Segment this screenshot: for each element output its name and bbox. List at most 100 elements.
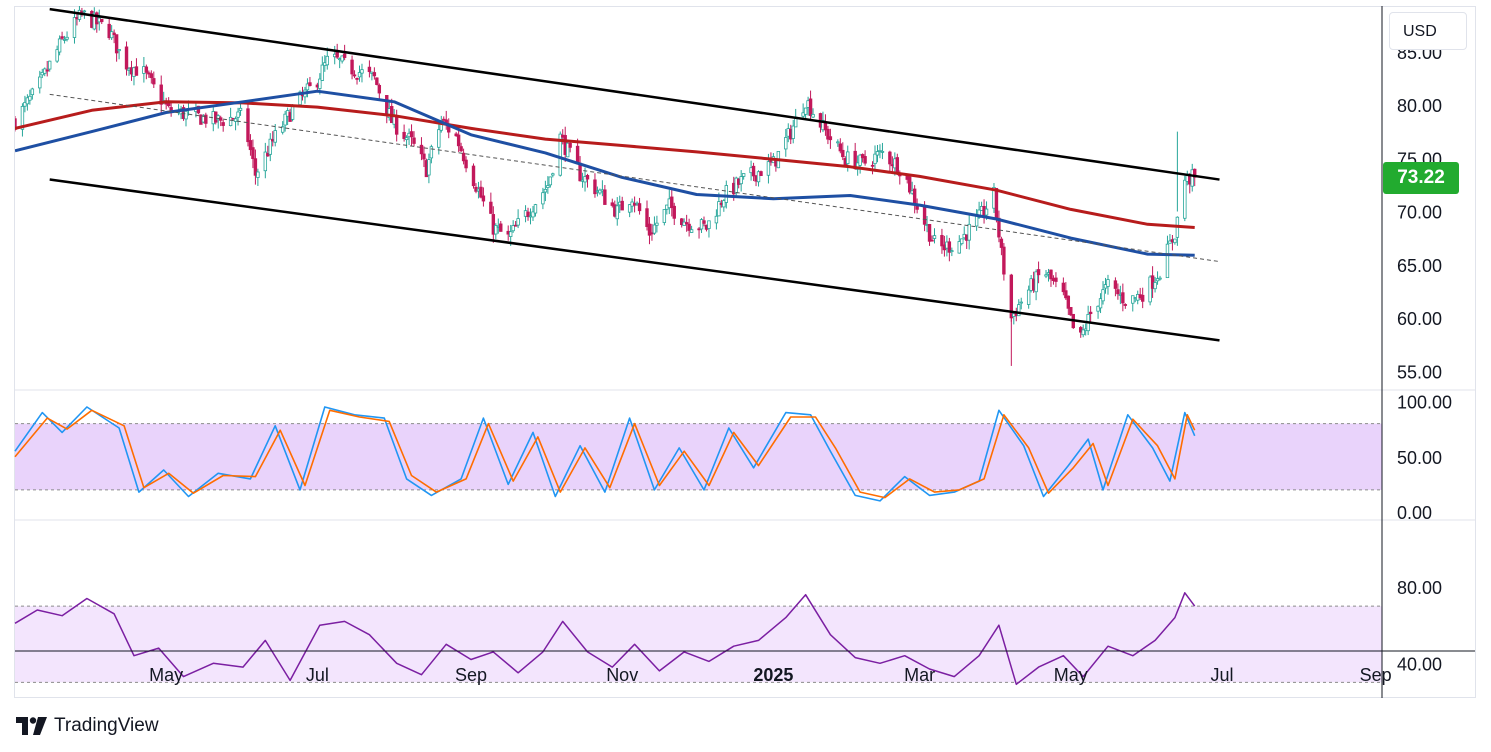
currency-button[interactable]: USD xyxy=(1389,12,1467,50)
candle xyxy=(246,104,250,147)
candle-body xyxy=(273,130,277,143)
candle xyxy=(419,137,424,161)
rsi-tick-label: 80.00 xyxy=(1397,578,1442,598)
candle-body xyxy=(533,204,538,214)
candle xyxy=(841,142,845,161)
candle xyxy=(55,45,59,63)
candle xyxy=(60,31,64,40)
candle xyxy=(23,95,27,113)
candle-body xyxy=(305,83,310,91)
candle-body xyxy=(647,223,652,236)
candle xyxy=(940,228,944,254)
candle-body xyxy=(531,211,535,218)
candle-body xyxy=(280,126,285,133)
candle xyxy=(724,180,729,209)
candle xyxy=(491,206,496,243)
candle xyxy=(620,196,624,211)
candle xyxy=(1081,324,1085,338)
candle-body xyxy=(751,165,756,177)
candle-body xyxy=(1034,271,1038,293)
candle-body xyxy=(1131,295,1135,304)
candle-body xyxy=(419,144,424,155)
candle xyxy=(1190,163,1194,192)
candle-body xyxy=(863,156,867,164)
candle-body xyxy=(325,55,329,66)
candle-body xyxy=(741,173,746,177)
price-tick-label: 70.00 xyxy=(1397,203,1442,223)
time-tick-label: Sep xyxy=(455,665,487,685)
candle-body xyxy=(134,66,139,76)
candle xyxy=(184,110,188,127)
candle xyxy=(251,139,255,169)
candle-body xyxy=(236,111,240,118)
candle-body xyxy=(1121,292,1125,304)
candle-body xyxy=(940,235,944,247)
candle xyxy=(603,185,607,205)
candle xyxy=(409,124,414,147)
candle xyxy=(20,103,25,137)
candle xyxy=(268,133,272,162)
candle-body xyxy=(246,108,250,143)
candle xyxy=(1086,305,1090,336)
candle xyxy=(221,119,225,132)
candle xyxy=(228,107,233,127)
candle xyxy=(684,214,689,232)
candle xyxy=(340,55,344,64)
price-tick-label: 60.00 xyxy=(1397,309,1442,329)
candle-body xyxy=(615,205,619,220)
candle xyxy=(15,115,17,132)
candle-body xyxy=(627,204,632,213)
candle xyxy=(248,134,253,156)
candle xyxy=(489,192,493,214)
candle-body xyxy=(149,73,154,79)
candle xyxy=(402,124,406,142)
candle-body xyxy=(499,223,503,232)
candle-body xyxy=(702,220,706,224)
candle-body xyxy=(548,176,553,186)
candle xyxy=(670,188,674,217)
candle xyxy=(932,228,937,244)
candle-body xyxy=(1002,246,1006,275)
candle xyxy=(1148,275,1152,306)
brand-name: TradingView xyxy=(54,715,159,736)
candle xyxy=(652,216,657,235)
tradingview-logo-icon xyxy=(16,717,47,735)
candle xyxy=(1158,275,1162,281)
candle xyxy=(375,77,379,86)
candle xyxy=(1121,283,1125,312)
candle-body xyxy=(355,77,359,80)
candle-body xyxy=(687,223,691,231)
candle-body xyxy=(784,137,788,150)
candle-body xyxy=(459,146,463,152)
candle-body xyxy=(30,88,35,96)
candle xyxy=(541,187,545,210)
candle-body xyxy=(228,116,233,127)
candle xyxy=(828,128,833,149)
candle xyxy=(615,197,619,226)
candle-body xyxy=(62,38,67,41)
candle-body xyxy=(461,152,466,162)
candle xyxy=(863,150,867,166)
axes-layer: 80.0075.0070.0065.0060.0055.0085.00100.0… xyxy=(15,6,1475,698)
candle-body xyxy=(516,218,520,226)
candle xyxy=(280,121,285,135)
candle-body xyxy=(689,229,694,233)
candle-body xyxy=(221,122,225,126)
chart-frame xyxy=(14,6,1476,698)
candle-body xyxy=(575,145,580,165)
candle-body xyxy=(318,78,322,89)
candle-body xyxy=(967,223,971,241)
candle xyxy=(377,83,382,100)
candle xyxy=(826,125,830,145)
candle xyxy=(1173,238,1177,245)
brand[interactable]: TradingView xyxy=(16,713,159,739)
candle-body xyxy=(152,78,156,85)
channel-trendline xyxy=(49,7,1220,181)
time-tick-label: Sep xyxy=(1360,665,1392,685)
candle-body xyxy=(47,60,52,70)
candle-body xyxy=(513,224,518,227)
channel-midline xyxy=(49,93,1220,263)
candle xyxy=(47,60,52,72)
candle xyxy=(325,47,329,70)
